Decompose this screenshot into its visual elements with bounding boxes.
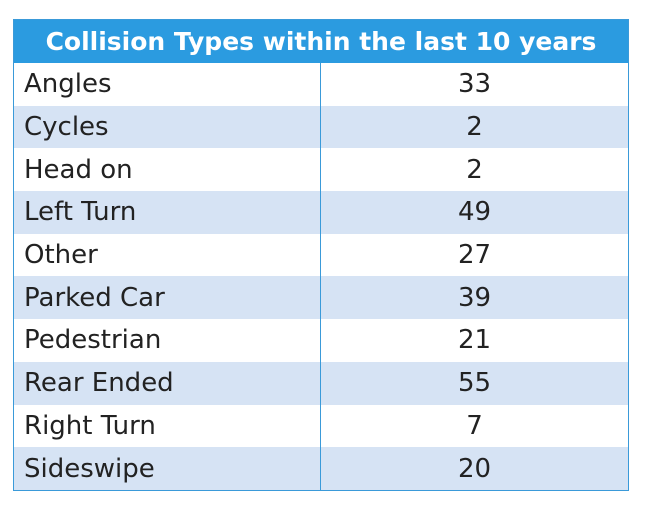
table-row: Rear Ended 55 — [14, 361, 628, 405]
collision-count: 33 — [457, 69, 492, 100]
collision-count: 20 — [457, 453, 492, 484]
collision-type: Parked Car — [14, 276, 321, 320]
collision-type: Other — [14, 233, 321, 277]
table-row: Sideswipe 20 — [14, 447, 628, 490]
collision-type: Pedestrian — [14, 319, 321, 362]
table-row: Cycles 2 — [14, 105, 628, 149]
collision-type: Head on — [14, 148, 321, 192]
table-row: Right Turn 7 — [14, 404, 628, 448]
collision-count: 21 — [457, 325, 492, 356]
table-title: Collision Types within the last 10 years — [14, 20, 628, 63]
collision-count: 2 — [466, 112, 483, 143]
table-row: Other 27 — [14, 233, 628, 277]
table-row: Head on 2 — [14, 148, 628, 192]
collision-count: 49 — [457, 197, 492, 228]
table-row: Angles 33 — [14, 63, 628, 106]
collision-count: 27 — [457, 240, 492, 271]
collision-count: 39 — [457, 282, 492, 313]
collision-count: 55 — [457, 368, 492, 399]
collision-type: Left Turn — [14, 191, 321, 234]
collision-type: Cycles — [14, 105, 321, 149]
collision-count: 2 — [466, 154, 483, 185]
table-row: Left Turn 49 — [14, 191, 628, 234]
collision-type: Angles — [14, 63, 321, 106]
table-row: Parked Car 39 — [14, 276, 628, 320]
collision-type: Rear Ended — [14, 361, 321, 405]
collision-type: Sideswipe — [14, 447, 321, 490]
collision-table: Collision Types within the last 10 years… — [13, 19, 629, 491]
table-row: Pedestrian 21 — [14, 319, 628, 362]
collision-type: Right Turn — [14, 404, 321, 448]
collision-count: 7 — [466, 410, 483, 441]
